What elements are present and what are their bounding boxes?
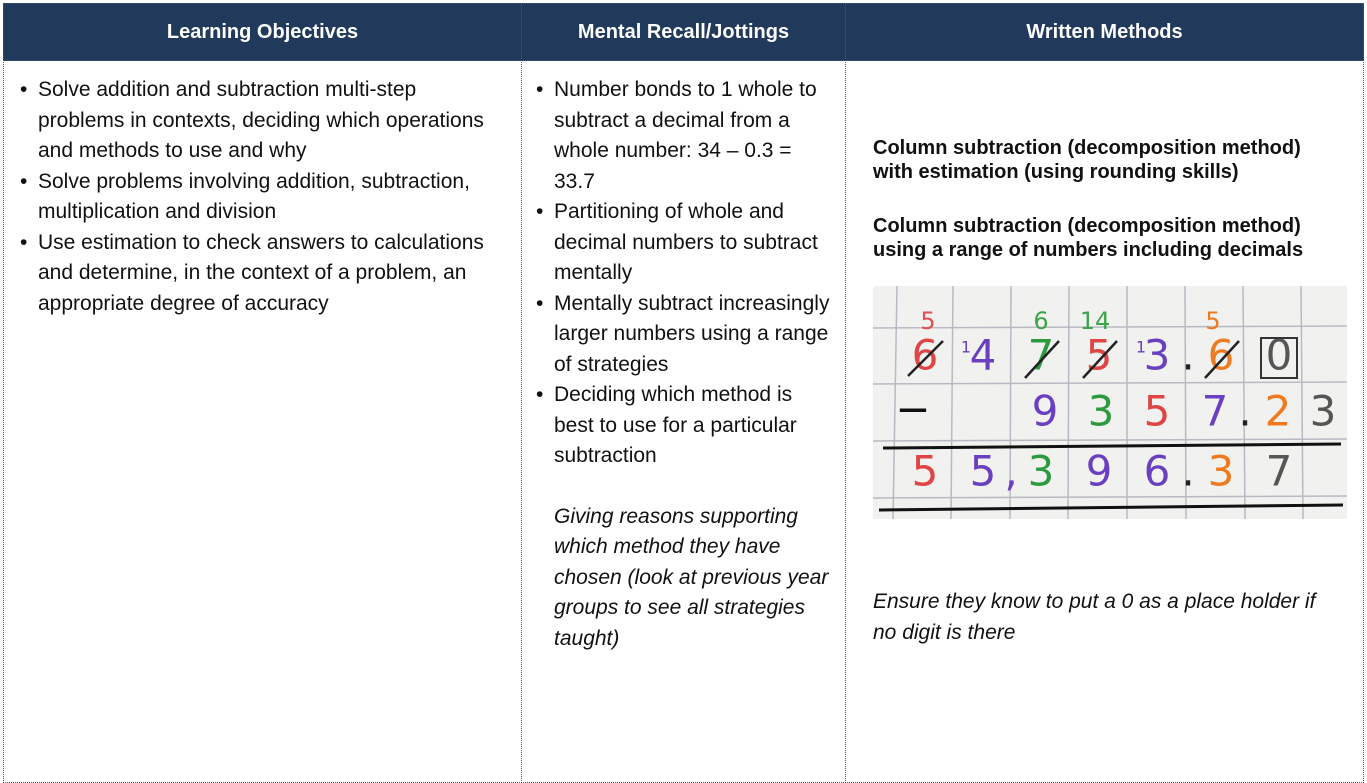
digit: 9 — [1032, 387, 1059, 436]
borrow: 1 — [1136, 338, 1146, 357]
digit: 3 — [1144, 331, 1171, 380]
note: Giving reasons supporting which method t… — [554, 504, 829, 650]
bullet: Partitioning of whole and decimal number… — [532, 197, 837, 289]
header-cell: Written Methods — [845, 3, 1364, 61]
digit: . — [1181, 447, 1194, 496]
digit: 6 — [1033, 307, 1048, 335]
rule — [878, 503, 1344, 512]
digit: 5 — [1205, 307, 1220, 335]
digit: 6 — [1144, 447, 1171, 496]
rule — [882, 442, 1342, 450]
strike — [1082, 340, 1118, 379]
borrow: 1 — [961, 338, 971, 357]
digit: 3 — [1088, 387, 1115, 436]
strike — [1204, 340, 1240, 379]
bullet: Mentally subtract increasingly larger nu… — [532, 289, 837, 381]
mental-cell: Number bonds to 1 whole to subtract a de… — [521, 60, 846, 783]
header-cell: Mental Recall/Jottings — [521, 3, 846, 61]
bullet: Solve addition and subtraction multi-ste… — [16, 75, 501, 167]
digit: 5 — [912, 447, 939, 496]
strike — [907, 340, 944, 377]
digit: 5 — [1144, 387, 1171, 436]
minus-sign: − — [895, 385, 930, 434]
digit: 5 — [920, 307, 935, 335]
written-cell: Column subtraction (decomposition method… — [845, 60, 1364, 783]
header-cell: Learning Objectives — [3, 3, 522, 61]
digit: 2 — [1265, 387, 1292, 436]
placeholder-box — [1260, 337, 1298, 379]
heading: Column subtraction (decomposition method… — [873, 215, 1304, 261]
digit: 6 — [912, 331, 939, 380]
digit: 3 — [1028, 447, 1055, 496]
digit: 14 — [1080, 307, 1111, 335]
bullet: Use estimation to check answers to calcu… — [16, 228, 501, 320]
digit: . — [1238, 387, 1251, 436]
heading: Column subtraction (decomposition method… — [873, 137, 1301, 183]
objectives-cell: Solve addition and subtraction multi-ste… — [3, 60, 522, 783]
digit: 7 — [1266, 447, 1293, 496]
bullet-list: Solve addition and subtraction multi-ste… — [16, 75, 501, 319]
header: Mental Recall/Jottings — [577, 20, 790, 43]
digit: , — [1004, 447, 1017, 496]
digit: 5 — [970, 447, 997, 496]
note: Ensure they know to put a 0 as a place h… — [873, 590, 1316, 644]
header: Written Methods — [1026, 20, 1183, 43]
digit: 4 — [970, 331, 997, 380]
grid — [873, 286, 1347, 519]
digit: 9 — [1086, 447, 1113, 496]
digit: . — [1181, 331, 1194, 380]
header: Learning Objectives — [166, 20, 359, 43]
bullet-list: Number bonds to 1 whole to subtract a de… — [532, 75, 837, 472]
bullet: Deciding which method is best to use for… — [532, 380, 837, 472]
photo: 5 6 14 56 4 7 5 3. 6 09 3 5 7. 2 35 5, 3 9 6. 3 7−1 1 — [873, 286, 1347, 519]
digit: 7 — [1202, 387, 1229, 436]
bullet: Number bonds to 1 whole to subtract a de… — [532, 75, 837, 197]
digit: 3 — [1310, 387, 1337, 436]
strike — [1024, 340, 1060, 379]
bullet: Solve problems involving addition, subtr… — [16, 167, 501, 228]
digit: 3 — [1208, 447, 1235, 496]
